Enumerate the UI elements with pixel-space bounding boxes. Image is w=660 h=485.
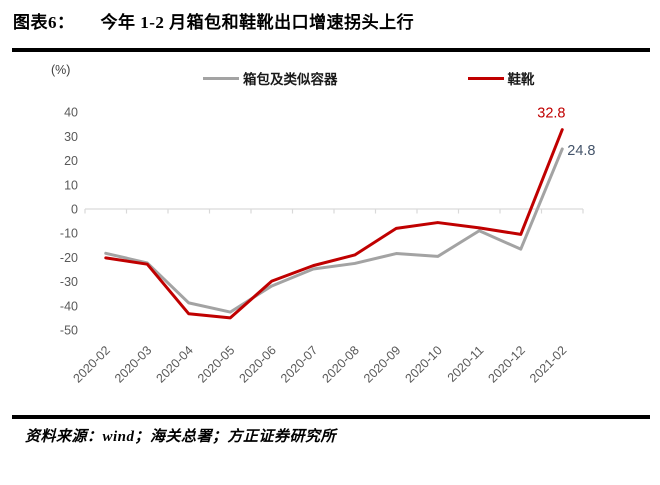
header-divider-rule [12,48,650,52]
y-axis-tick-label: 40 [64,106,78,120]
x-axis-tick-label: 2020-05 [195,343,237,385]
figure-title: 今年 1-2 月箱包和鞋靴出口增速拐头上行 [100,13,415,32]
y-axis-tick-label: -50 [60,324,78,338]
x-axis-tick-label: 2020-02 [71,343,113,385]
legend-label-luggage: 箱包及类似容器 [243,72,338,87]
x-axis-tick-label: 2020-03 [112,343,154,385]
legend-item-footwear: 鞋靴 [467,68,535,88]
x-axis-tick-label: 2020-06 [237,343,279,385]
series-line-footwear [104,128,564,320]
x-axis-tick-label: 2020-10 [403,343,445,385]
x-axis-tick-label: 2020-09 [361,343,403,385]
legend-label-footwear: 鞋靴 [507,72,535,87]
y-axis-tick-label: -30 [60,275,78,289]
figure-header: 图表6： 今年 1-2 月箱包和鞋靴出口增速拐头上行 [13,8,650,33]
x-axis-tick-label: 2020-12 [486,343,528,385]
footer-divider-rule [12,415,650,419]
x-axis-tick-label: 2020-11 [445,343,487,385]
y-axis-tick-label: 20 [64,154,78,168]
y-axis-unit-label: (%) [51,63,71,77]
end-data-label: 24.8 [567,143,595,159]
y-axis-tick-label: -40 [60,299,78,313]
y-axis-tick-label: 10 [64,178,78,192]
y-axis-tick-label: 0 [71,203,78,217]
end-data-label: 32.8 [537,106,565,122]
series-line-luggage [104,147,564,314]
legend-item-luggage: 箱包及类似容器 [203,68,338,88]
figure-number-label: 图表6： [13,13,75,32]
y-axis-tick-label: -20 [60,251,78,265]
x-axis-tick-label: 2020-07 [278,343,320,385]
x-axis-tick-label: 2020-04 [154,343,196,385]
x-axis-tick-label: 2020-08 [320,343,362,385]
x-axis-tick-label: 2021-02 [527,343,569,385]
y-axis-tick-label: 30 [64,130,78,144]
legend-line-swatch-red [467,76,504,80]
chart-legend: 箱包及类似容器 鞋靴 [203,68,535,88]
source-note: 资料来源：wind；海关总署；方正证券研究所 [25,429,337,445]
y-axis-tick-label: -10 [60,227,78,241]
legend-line-swatch-gray [203,76,239,80]
